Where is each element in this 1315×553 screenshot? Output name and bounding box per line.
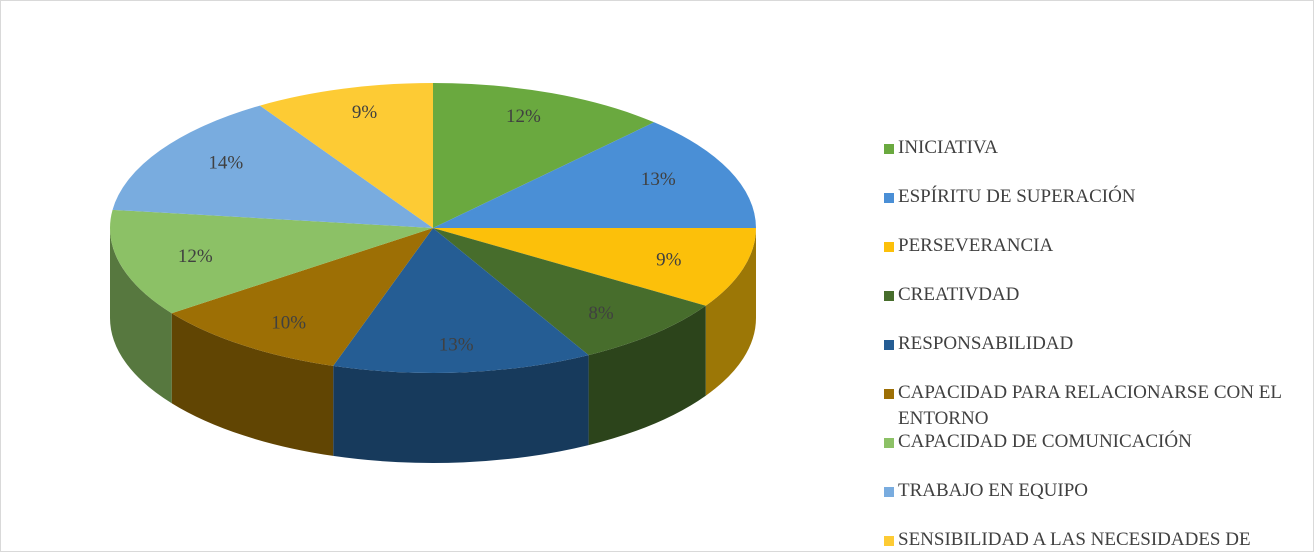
legend-swatch — [884, 144, 894, 154]
legend-item: CREATIVDAD — [884, 282, 1284, 308]
pie-slice — [171, 228, 434, 366]
data-label: 13% — [641, 169, 676, 190]
legend-item: CAPACIDAD PARA RELACIONARSE CON EL ENTOR… — [884, 380, 1284, 432]
legend-swatch — [884, 389, 894, 399]
legend-swatch — [884, 193, 894, 203]
legend-item: RESPONSABILIDAD — [884, 331, 1284, 357]
data-label: 10% — [271, 313, 306, 334]
legend-label: CAPACIDAD PARA RELACIONARSE CON EL ENTOR… — [898, 382, 1282, 429]
legend-label: CAPACIDAD DE COMUNICACIÓN — [898, 431, 1192, 452]
pie-slice — [433, 228, 756, 306]
legend-swatch — [884, 242, 894, 252]
data-label: 14% — [208, 153, 243, 174]
pie-slice — [433, 228, 706, 356]
pie-wall — [110, 228, 172, 404]
legend-swatch — [884, 487, 894, 497]
pie-walls — [110, 228, 756, 464]
legend-item: TRABAJO EN EQUIPO — [884, 478, 1284, 504]
legend-label: ESPÍRITU DE SUPERACIÓN — [898, 186, 1136, 207]
pie-slice — [433, 122, 756, 228]
legend-item: ESPÍRITU DE SUPERACIÓN — [884, 184, 1284, 210]
legend-swatch — [884, 438, 894, 448]
pie-wall — [705, 228, 756, 396]
legend-label: TRABAJO EN EQUIPO — [898, 480, 1088, 501]
pie-labels: 12% 13% 9% 8% 13% 10% 12% 14% 9% — [178, 102, 682, 356]
data-label: 9% — [656, 250, 682, 271]
data-label: 9% — [352, 102, 378, 123]
data-label: 13% — [439, 335, 474, 356]
legend-label: SENSIBILIDAD A LAS NECESIDADES DE OTROS — [898, 529, 1251, 550]
data-label: 8% — [588, 303, 614, 324]
legend-item: PERSEVERANCIA — [884, 233, 1284, 259]
legend-label: INICIATIVA — [898, 137, 998, 158]
pie-wall — [333, 355, 589, 464]
legend-swatch — [884, 536, 894, 546]
legend-swatch — [884, 291, 894, 301]
data-label: 12% — [506, 106, 541, 127]
pie-slice — [333, 228, 589, 373]
pie-wall — [171, 313, 334, 456]
pie-slice — [259, 83, 433, 228]
legend-label: PERSEVERANCIA — [898, 235, 1054, 256]
legend-item: CAPACIDAD DE COMUNICACIÓN — [884, 429, 1284, 455]
pie-slice — [433, 83, 655, 228]
pie-tops — [110, 83, 756, 373]
legend-label: CREATIVDAD — [898, 284, 1020, 305]
legend-label: RESPONSABILIDAD — [898, 333, 1074, 354]
legend-item: SENSIBILIDAD A LAS NECESIDADES DE OTROS — [884, 527, 1284, 553]
data-label: 12% — [178, 246, 213, 267]
legend-swatch — [884, 340, 894, 350]
pie-wall — [588, 305, 706, 446]
pie-slice — [112, 105, 434, 228]
pie-slice — [110, 209, 434, 314]
legend-item: INICIATIVA — [884, 135, 1284, 161]
